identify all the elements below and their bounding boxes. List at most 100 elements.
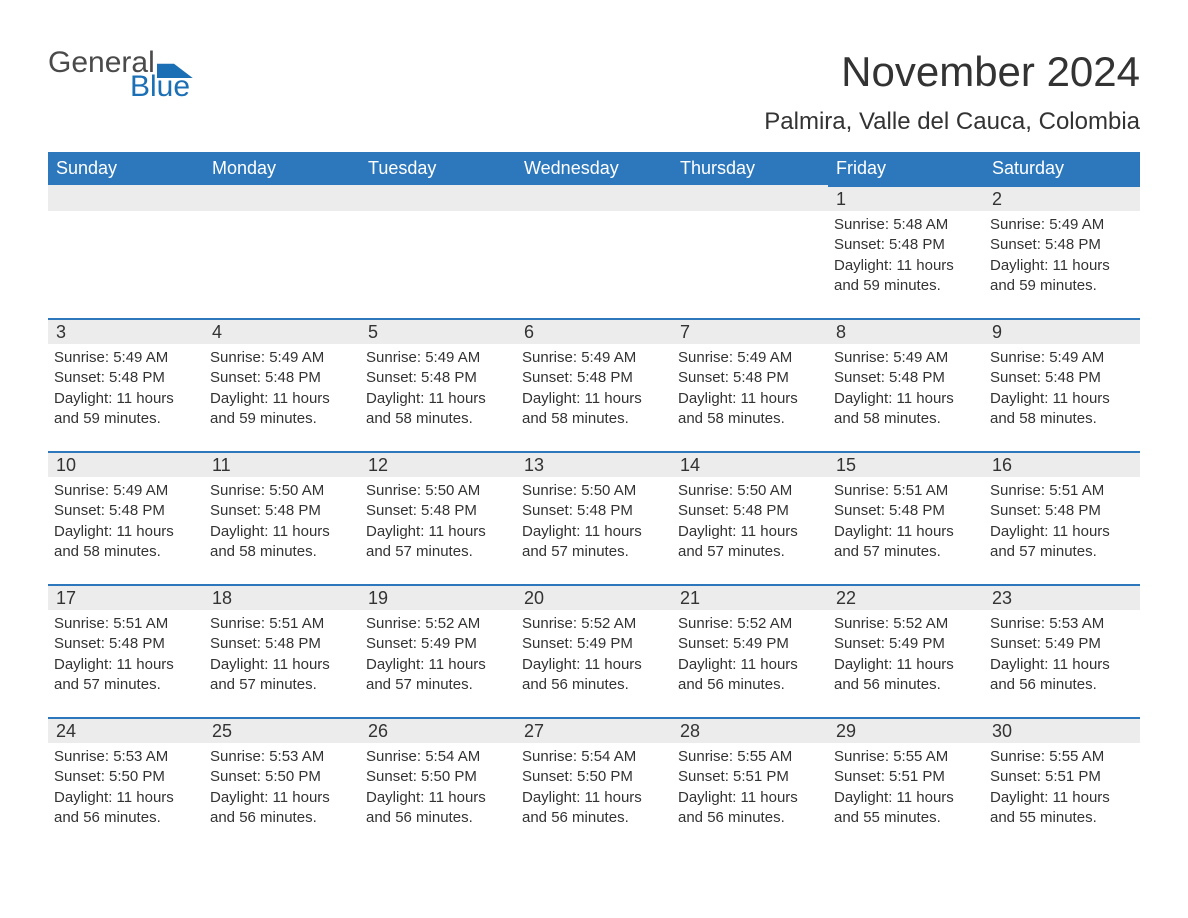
sunrise-line: Sunrise: 5:49 AM: [678, 348, 822, 368]
day-number: 13: [516, 451, 672, 477]
day-number: [48, 185, 204, 211]
day-header-tuesday: Tuesday: [360, 152, 516, 185]
day-cell: 26Sunrise: 5:54 AMSunset: 5:50 PMDayligh…: [360, 717, 516, 850]
day-cell: [516, 185, 672, 318]
daylight-line: Daylight: 11 hours and 57 minutes.: [54, 655, 198, 696]
day-cell: 5Sunrise: 5:49 AMSunset: 5:48 PMDaylight…: [360, 318, 516, 451]
daylight-line: Daylight: 11 hours and 55 minutes.: [990, 788, 1134, 829]
daylight-line: Daylight: 11 hours and 56 minutes.: [366, 788, 510, 829]
sunrise-line: Sunrise: 5:53 AM: [54, 747, 198, 767]
day-cell: 30Sunrise: 5:55 AMSunset: 5:51 PMDayligh…: [984, 717, 1140, 850]
daylight-line: Daylight: 11 hours and 56 minutes.: [834, 655, 978, 696]
day-cell: [360, 185, 516, 318]
sunset-line: Sunset: 5:48 PM: [366, 368, 510, 388]
sunrise-line: Sunrise: 5:52 AM: [834, 614, 978, 634]
day-details: Sunrise: 5:49 AMSunset: 5:48 PMDaylight:…: [204, 344, 360, 429]
day-details: Sunrise: 5:50 AMSunset: 5:48 PMDaylight:…: [672, 477, 828, 562]
day-number: 12: [360, 451, 516, 477]
sunset-line: Sunset: 5:48 PM: [990, 501, 1134, 521]
day-cell: 24Sunrise: 5:53 AMSunset: 5:50 PMDayligh…: [48, 717, 204, 850]
day-details: Sunrise: 5:52 AMSunset: 5:49 PMDaylight:…: [672, 610, 828, 695]
day-number: 27: [516, 717, 672, 743]
sunset-line: Sunset: 5:51 PM: [990, 767, 1134, 787]
day-number: 3: [48, 318, 204, 344]
week-row: 3Sunrise: 5:49 AMSunset: 5:48 PMDaylight…: [48, 318, 1140, 451]
day-number: 18: [204, 584, 360, 610]
day-cell: 4Sunrise: 5:49 AMSunset: 5:48 PMDaylight…: [204, 318, 360, 451]
daylight-line: Daylight: 11 hours and 56 minutes.: [522, 655, 666, 696]
day-number: 15: [828, 451, 984, 477]
daylight-line: Daylight: 11 hours and 56 minutes.: [522, 788, 666, 829]
sunset-line: Sunset: 5:48 PM: [54, 634, 198, 654]
day-number: 7: [672, 318, 828, 344]
day-number: 5: [360, 318, 516, 344]
logo-top-row: General: [48, 48, 193, 78]
day-number: [672, 185, 828, 211]
day-details: Sunrise: 5:49 AMSunset: 5:48 PMDaylight:…: [672, 344, 828, 429]
day-cell: 1Sunrise: 5:48 AMSunset: 5:48 PMDaylight…: [828, 185, 984, 318]
day-cell: 18Sunrise: 5:51 AMSunset: 5:48 PMDayligh…: [204, 584, 360, 717]
sunset-line: Sunset: 5:48 PM: [54, 368, 198, 388]
sunrise-line: Sunrise: 5:49 AM: [54, 481, 198, 501]
day-cell: 14Sunrise: 5:50 AMSunset: 5:48 PMDayligh…: [672, 451, 828, 584]
day-details: Sunrise: 5:55 AMSunset: 5:51 PMDaylight:…: [672, 743, 828, 828]
sunrise-line: Sunrise: 5:49 AM: [990, 348, 1134, 368]
sunrise-line: Sunrise: 5:53 AM: [990, 614, 1134, 634]
day-details: Sunrise: 5:49 AMSunset: 5:48 PMDaylight:…: [48, 344, 204, 429]
day-cell: 13Sunrise: 5:50 AMSunset: 5:48 PMDayligh…: [516, 451, 672, 584]
day-details: Sunrise: 5:49 AMSunset: 5:48 PMDaylight:…: [984, 344, 1140, 429]
day-cell: 10Sunrise: 5:49 AMSunset: 5:48 PMDayligh…: [48, 451, 204, 584]
sunrise-line: Sunrise: 5:49 AM: [366, 348, 510, 368]
daylight-line: Daylight: 11 hours and 57 minutes.: [210, 655, 354, 696]
sunrise-line: Sunrise: 5:49 AM: [990, 215, 1134, 235]
sunrise-line: Sunrise: 5:55 AM: [678, 747, 822, 767]
sunrise-line: Sunrise: 5:55 AM: [834, 747, 978, 767]
day-cell: 9Sunrise: 5:49 AMSunset: 5:48 PMDaylight…: [984, 318, 1140, 451]
day-cell: 27Sunrise: 5:54 AMSunset: 5:50 PMDayligh…: [516, 717, 672, 850]
day-cell: 17Sunrise: 5:51 AMSunset: 5:48 PMDayligh…: [48, 584, 204, 717]
sunrise-line: Sunrise: 5:50 AM: [210, 481, 354, 501]
daylight-line: Daylight: 11 hours and 57 minutes.: [990, 522, 1134, 563]
day-details: Sunrise: 5:55 AMSunset: 5:51 PMDaylight:…: [828, 743, 984, 828]
day-cell: 19Sunrise: 5:52 AMSunset: 5:49 PMDayligh…: [360, 584, 516, 717]
day-number: [516, 185, 672, 211]
daylight-line: Daylight: 11 hours and 59 minutes.: [834, 256, 978, 297]
day-number: 29: [828, 717, 984, 743]
sunset-line: Sunset: 5:48 PM: [678, 501, 822, 521]
day-number: 11: [204, 451, 360, 477]
day-cell: 21Sunrise: 5:52 AMSunset: 5:49 PMDayligh…: [672, 584, 828, 717]
day-cell: 15Sunrise: 5:51 AMSunset: 5:48 PMDayligh…: [828, 451, 984, 584]
day-number: 25: [204, 717, 360, 743]
sunrise-line: Sunrise: 5:51 AM: [990, 481, 1134, 501]
day-details: Sunrise: 5:52 AMSunset: 5:49 PMDaylight:…: [360, 610, 516, 695]
day-details: Sunrise: 5:53 AMSunset: 5:50 PMDaylight:…: [48, 743, 204, 828]
week-row: 1Sunrise: 5:48 AMSunset: 5:48 PMDaylight…: [48, 185, 1140, 318]
day-details: Sunrise: 5:50 AMSunset: 5:48 PMDaylight:…: [516, 477, 672, 562]
daylight-line: Daylight: 11 hours and 56 minutes.: [678, 788, 822, 829]
day-header-sunday: Sunday: [48, 152, 204, 185]
day-header-saturday: Saturday: [984, 152, 1140, 185]
sunset-line: Sunset: 5:49 PM: [990, 634, 1134, 654]
day-number: 14: [672, 451, 828, 477]
daylight-line: Daylight: 11 hours and 59 minutes.: [210, 389, 354, 430]
day-number: 17: [48, 584, 204, 610]
sunrise-line: Sunrise: 5:50 AM: [366, 481, 510, 501]
logo: General Blue: [48, 48, 193, 102]
day-details: Sunrise: 5:51 AMSunset: 5:48 PMDaylight:…: [48, 610, 204, 695]
day-number: 19: [360, 584, 516, 610]
daylight-line: Daylight: 11 hours and 55 minutes.: [834, 788, 978, 829]
day-details: Sunrise: 5:51 AMSunset: 5:48 PMDaylight:…: [828, 477, 984, 562]
sunset-line: Sunset: 5:50 PM: [522, 767, 666, 787]
day-details: Sunrise: 5:48 AMSunset: 5:48 PMDaylight:…: [828, 211, 984, 296]
sunrise-line: Sunrise: 5:51 AM: [54, 614, 198, 634]
sunset-line: Sunset: 5:50 PM: [54, 767, 198, 787]
day-cell: 11Sunrise: 5:50 AMSunset: 5:48 PMDayligh…: [204, 451, 360, 584]
day-number: 16: [984, 451, 1140, 477]
sunrise-line: Sunrise: 5:52 AM: [678, 614, 822, 634]
weeks-container: 1Sunrise: 5:48 AMSunset: 5:48 PMDaylight…: [48, 185, 1140, 850]
week-row: 17Sunrise: 5:51 AMSunset: 5:48 PMDayligh…: [48, 584, 1140, 717]
sunset-line: Sunset: 5:48 PM: [990, 368, 1134, 388]
sunrise-line: Sunrise: 5:55 AM: [990, 747, 1134, 767]
daylight-line: Daylight: 11 hours and 58 minutes.: [678, 389, 822, 430]
daylight-line: Daylight: 11 hours and 56 minutes.: [210, 788, 354, 829]
